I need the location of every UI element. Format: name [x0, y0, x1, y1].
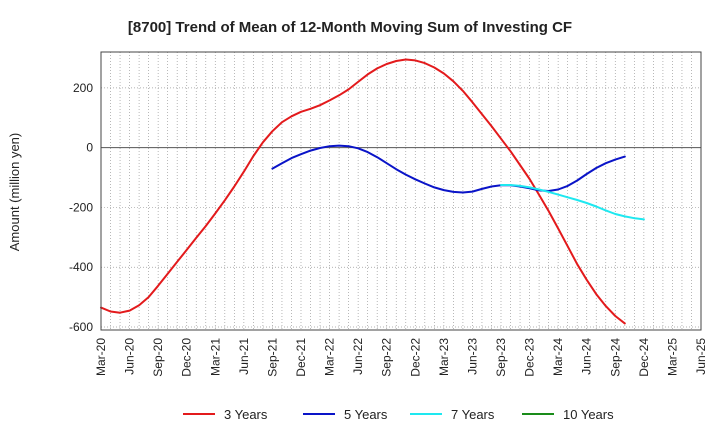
plot-grid	[101, 52, 701, 330]
x-tick-label: Sep-22	[380, 338, 394, 377]
plot-frame	[100, 51, 702, 331]
y-axis-label: Amount (million yen)	[7, 133, 22, 252]
y-axis-ticks: 200 0 -200 -400 -600	[69, 81, 93, 334]
x-tick-label: Mar-22	[323, 338, 337, 376]
x-tick-label: Mar-20	[94, 338, 108, 376]
x-tick-label: Jun-24	[580, 338, 594, 375]
x-tick-label: Sep-23	[494, 338, 508, 377]
legend-label-10-years: 10 Years	[563, 407, 614, 422]
x-tick-label: Mar-24	[551, 338, 565, 376]
x-tick-label: Mar-25	[665, 338, 679, 376]
x-tick-label: Mar-21	[208, 338, 222, 376]
x-tick-label: Dec-24	[637, 338, 651, 377]
y-tick-label: -200	[69, 200, 93, 214]
x-tick-label: Sep-21	[265, 338, 279, 377]
legend: 3 Years 5 Years 7 Years 10 Years	[183, 407, 614, 422]
x-tick-label: Sep-20	[151, 338, 165, 377]
x-tick-label: Jun-21	[237, 338, 251, 375]
x-tick-label: Jun-20	[123, 338, 137, 375]
y-tick-label: -400	[69, 260, 93, 274]
legend-label-7-years: 7 Years	[451, 407, 495, 422]
x-tick-label: Jun-23	[465, 338, 479, 375]
x-tick-label: Dec-22	[408, 338, 422, 377]
x-tick-label: Dec-20	[180, 338, 194, 377]
x-tick-label: Sep-24	[608, 338, 622, 377]
y-tick-label: 0	[86, 141, 93, 155]
series-line-3-years	[100, 58, 626, 325]
x-tick-label: Dec-23	[523, 338, 537, 377]
x-axis-ticks: Mar-20 Jun-20 Sep-20 Dec-20 Mar-21 Jun-21 Sep-…	[94, 338, 708, 377]
y-tick-label: 200	[73, 81, 93, 95]
legend-label-3-years: 3 Years	[224, 407, 268, 422]
x-tick-label: Jun-25	[694, 338, 708, 375]
series-line-5-years	[271, 144, 626, 194]
legend-label-5-years: 5 Years	[344, 407, 388, 422]
x-tick-label: Jun-22	[351, 338, 365, 375]
x-tick-label: Dec-21	[294, 338, 308, 377]
series-lines	[100, 58, 645, 325]
x-tick-label: Mar-23	[437, 338, 451, 376]
y-tick-label: -600	[69, 320, 93, 334]
series-line-7-years	[500, 184, 645, 221]
chart-title: [8700] Trend of Mean of 12-Month Moving …	[128, 19, 572, 36]
